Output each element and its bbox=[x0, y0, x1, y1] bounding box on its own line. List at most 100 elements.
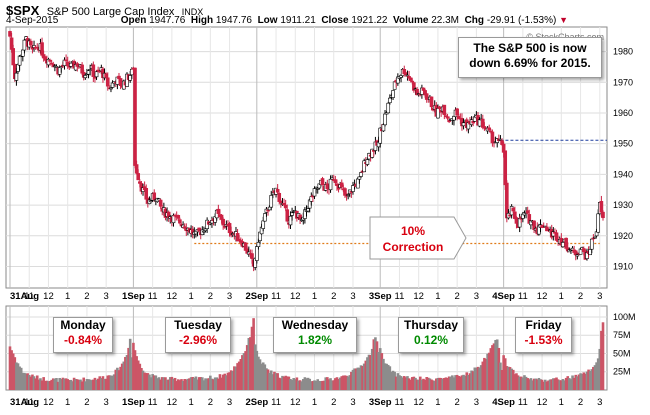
volume-bar bbox=[598, 348, 602, 390]
volume-bar bbox=[535, 379, 539, 390]
volume-bar bbox=[215, 377, 219, 390]
volume-bar bbox=[502, 355, 505, 390]
volume-bar bbox=[160, 377, 164, 390]
candle-body bbox=[197, 227, 201, 232]
volume-bar bbox=[471, 371, 475, 390]
volume-bar bbox=[74, 379, 78, 390]
volume-bar bbox=[393, 371, 396, 390]
candle-body bbox=[227, 223, 232, 234]
day-name: Friday bbox=[525, 318, 562, 332]
volume-bar bbox=[385, 363, 388, 390]
candle-body bbox=[410, 80, 415, 83]
volume-bar bbox=[31, 374, 34, 390]
volume-bar bbox=[566, 376, 570, 390]
candle-body bbox=[263, 213, 267, 222]
volume-bar bbox=[27, 374, 31, 390]
candle-body bbox=[601, 211, 605, 219]
day-change: -0.84% bbox=[63, 333, 103, 347]
volume-bar bbox=[337, 379, 340, 390]
volume-bar bbox=[258, 359, 262, 390]
candle-body bbox=[130, 68, 134, 76]
x-tick-label: 1Sep bbox=[122, 291, 145, 302]
volume-bar bbox=[63, 378, 66, 390]
volume-bar bbox=[165, 379, 169, 390]
volume-bar bbox=[252, 318, 255, 390]
price-tick-label: 1940 bbox=[613, 169, 633, 179]
volume-bar bbox=[571, 375, 574, 390]
candle-body bbox=[283, 204, 288, 209]
volume-label: Volume bbox=[393, 15, 429, 26]
candle-body bbox=[306, 208, 310, 212]
volume-bar bbox=[350, 371, 353, 390]
volume-tick-label: 25M bbox=[613, 367, 631, 377]
volume-bar bbox=[21, 372, 25, 390]
candle-body bbox=[525, 210, 530, 214]
candle-body bbox=[216, 208, 221, 214]
candle-body bbox=[288, 215, 293, 226]
candle-body bbox=[298, 214, 302, 220]
candle-body bbox=[110, 82, 115, 88]
volume-bar bbox=[590, 369, 594, 390]
volume-bar bbox=[351, 369, 355, 390]
volume-bar bbox=[311, 381, 315, 390]
volume-bar bbox=[478, 367, 481, 390]
volume-bar bbox=[394, 376, 398, 390]
x-tick-label: 3 bbox=[474, 397, 479, 408]
volume-bar bbox=[534, 378, 537, 390]
x-tick-label: 11 bbox=[148, 291, 158, 302]
volume-bar bbox=[71, 381, 74, 390]
candle-body bbox=[54, 66, 59, 68]
candle-body bbox=[221, 218, 225, 226]
volume-bar bbox=[372, 339, 376, 390]
candle-body bbox=[487, 127, 492, 131]
volume-bar bbox=[151, 374, 154, 390]
candle-body bbox=[171, 215, 176, 224]
volume-bar bbox=[233, 366, 236, 390]
volume-bar bbox=[391, 370, 395, 390]
x-tick-label: 1 bbox=[65, 291, 70, 302]
volume-bar bbox=[284, 375, 287, 390]
candle-body bbox=[104, 73, 108, 78]
volume-bar bbox=[271, 374, 275, 390]
quote-bar: 4-Sep-2015 Open 1947.76 High 1947.76 Low… bbox=[6, 15, 646, 26]
volume-bar bbox=[595, 362, 598, 390]
volume-bar bbox=[526, 378, 529, 390]
candle-body bbox=[564, 237, 568, 249]
volume-bar bbox=[193, 377, 196, 390]
candle-body bbox=[388, 97, 392, 104]
volume-bar bbox=[274, 373, 278, 390]
volume-bar bbox=[247, 337, 251, 390]
volume-bar bbox=[322, 380, 326, 390]
volume-bar bbox=[592, 366, 595, 390]
volume-bar bbox=[564, 377, 568, 390]
volume-bar bbox=[547, 380, 550, 390]
volume-bar bbox=[503, 358, 507, 390]
volume-bar bbox=[66, 379, 69, 390]
volume-bar bbox=[316, 379, 320, 390]
volume-bar bbox=[266, 369, 270, 390]
volume-bar bbox=[306, 377, 310, 390]
volume-bar bbox=[68, 380, 71, 390]
volume-bar bbox=[362, 363, 366, 390]
candle-body bbox=[261, 220, 266, 229]
volume-bar bbox=[188, 378, 191, 390]
volume-bar bbox=[96, 378, 100, 390]
volume-bar bbox=[156, 378, 159, 390]
volume-bar bbox=[335, 377, 339, 390]
day-name: Wednesday bbox=[281, 318, 349, 332]
volume-bar bbox=[380, 353, 384, 390]
volume-bar bbox=[35, 375, 39, 390]
volume-bar bbox=[544, 379, 547, 390]
volume-bar bbox=[510, 368, 513, 390]
candle-body bbox=[35, 46, 40, 49]
volume-bar bbox=[281, 375, 284, 390]
candle-body bbox=[285, 209, 290, 222]
volume-bar bbox=[176, 379, 180, 390]
volume-bar bbox=[181, 380, 185, 390]
volume-bar bbox=[465, 372, 469, 390]
volume-bar bbox=[15, 362, 18, 390]
x-tick-label: 2 bbox=[208, 291, 213, 302]
volume-bar bbox=[146, 373, 150, 390]
volume-bar bbox=[290, 379, 294, 390]
volume-bar bbox=[47, 381, 50, 390]
